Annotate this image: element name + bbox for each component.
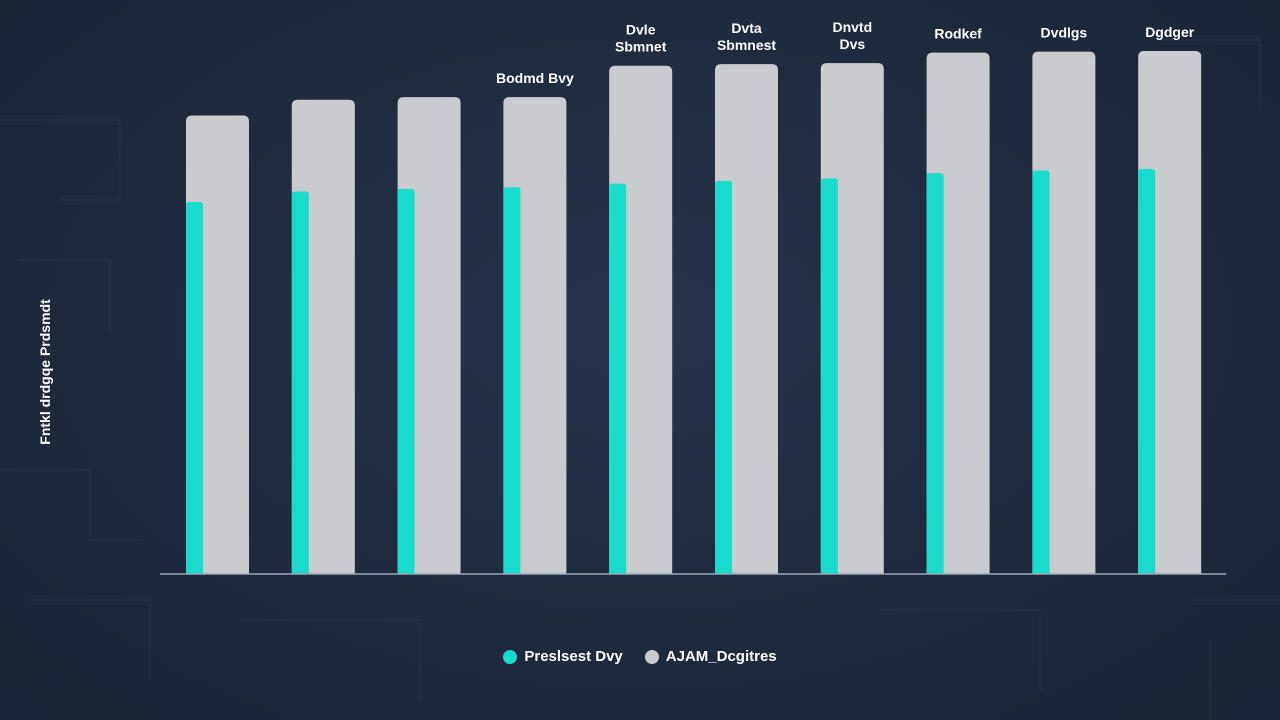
category-label-3: Bodmd Bvy: [496, 70, 574, 86]
category-label-8: Dvdlgs: [1041, 25, 1088, 41]
category-labels: Bodmd Bvy Dvle Sbmnet Dvta Sbmnest Dnvtd Dvs Ro…: [496, 19, 1195, 86]
bar-primary-8: [1032, 170, 1050, 574]
series-primary-bars: [186, 168, 1156, 575]
bar-primary-4: [609, 183, 627, 574]
category-label-9: Dgdger: [1145, 24, 1195, 40]
category-label-5: Dvta Sbmnest: [717, 20, 776, 53]
legend-label-primary: Preslsest Dvy: [524, 648, 623, 665]
legend: Preslsest Dvy AJAM_Dcgitres: [0, 648, 1280, 665]
bar-primary-9: [1138, 168, 1156, 574]
y-axis-label: Fntkl drdgqe Prdsmdt: [37, 299, 53, 445]
bar-primary-2: [397, 188, 415, 575]
legend-swatch-primary: [503, 649, 518, 664]
bar-primary-5: [715, 181, 732, 574]
category-label-7: Rodkef: [934, 26, 982, 42]
bar-primary-3: [503, 187, 521, 574]
legend-label-secondary: AJAM_Dcgitres: [665, 648, 777, 665]
bar-primary-7: [926, 173, 944, 574]
bar-primary-6: [820, 178, 838, 574]
legend-swatch-secondary: [644, 649, 659, 664]
legend-item-primary: Preslsest Dvy: [503, 648, 623, 665]
bar-primary-0: [186, 201, 203, 574]
legend-item-secondary: AJAM_Dcgitres: [644, 648, 777, 665]
category-label-4: Dvle Sbmnet: [615, 22, 667, 55]
category-label-6: Dnvtd Dvs: [832, 19, 872, 52]
bar-primary-1: [291, 191, 309, 575]
